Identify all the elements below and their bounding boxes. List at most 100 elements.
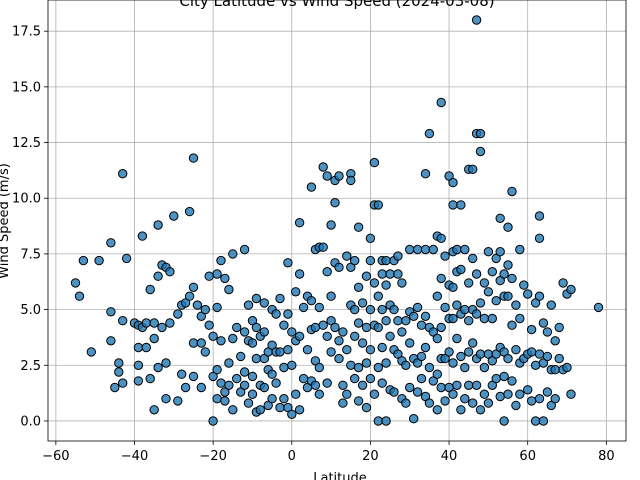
data-point: [106, 336, 116, 346]
data-point: [550, 365, 560, 375]
data-point: [428, 244, 438, 255]
data-point: [247, 338, 258, 348]
data-point: [271, 378, 281, 388]
data-point: [361, 402, 372, 413]
data-point: [74, 291, 85, 301]
y-tick-label: 17.5: [12, 25, 41, 40]
data-point: [294, 405, 305, 415]
y-axis-ticks: 0.0 2.5 5.0 7.5 10.0 12.5 15.0 17.5: [12, 25, 48, 429]
data-point: [526, 347, 537, 357]
data-point: [118, 378, 128, 388]
data-point: [464, 316, 474, 326]
data-point: [153, 220, 163, 230]
data-point: [322, 331, 332, 341]
data-point: [412, 244, 423, 255]
data-point: [247, 371, 258, 382]
data-point: [456, 405, 466, 415]
data-point: [188, 282, 199, 292]
data-point: [196, 338, 207, 348]
data-point: [133, 376, 144, 386]
data-point: [479, 389, 490, 399]
data-point: [475, 146, 486, 157]
data-point: [448, 200, 458, 210]
data-point: [405, 382, 415, 393]
data-point: [212, 365, 222, 375]
data-point: [208, 416, 218, 426]
data-point: [180, 382, 191, 393]
data-point: [346, 175, 356, 186]
data-point: [440, 396, 450, 406]
data-point: [424, 128, 435, 139]
data-point: [220, 273, 230, 284]
data-point: [353, 222, 364, 232]
data-point: [361, 322, 372, 333]
data-point: [192, 300, 203, 310]
data-point: [106, 307, 116, 317]
data-point: [401, 398, 411, 408]
data-point: [353, 362, 364, 373]
data-point: [365, 304, 376, 315]
data-point: [216, 255, 226, 266]
data-point: [503, 260, 513, 270]
data-point: [346, 360, 356, 370]
data-point: [291, 389, 301, 399]
data-point: [503, 222, 513, 232]
data-point: [287, 327, 297, 337]
data-point: [220, 387, 230, 397]
data-point: [267, 369, 277, 379]
data-point: [224, 284, 234, 295]
data-point: [452, 333, 462, 344]
data-point: [204, 271, 214, 281]
data-point: [259, 382, 269, 393]
data-point: [106, 238, 116, 248]
data-point: [184, 291, 195, 301]
data-point: [373, 416, 383, 426]
data-point: [350, 255, 360, 266]
data-point: [515, 313, 525, 324]
data-point: [247, 389, 258, 399]
data-point: [306, 182, 317, 192]
data-point: [507, 186, 517, 197]
data-point: [456, 264, 466, 275]
data-point: [118, 316, 128, 326]
data-point: [530, 360, 541, 370]
data-point: [298, 302, 309, 313]
data-point: [365, 373, 376, 384]
data-point: [475, 349, 486, 359]
data-point: [420, 311, 431, 321]
data-point: [381, 255, 391, 266]
data-point: [153, 362, 163, 373]
plot-frame: [47, 0, 627, 442]
data-point: [530, 416, 541, 426]
data-point: [334, 262, 344, 272]
data-point: [243, 398, 254, 408]
data-point: [369, 389, 380, 399]
data-point: [294, 331, 305, 341]
data-point: [118, 169, 128, 179]
data-point: [291, 287, 301, 297]
data-point: [503, 353, 513, 364]
data-point: [519, 280, 529, 290]
data-point: [212, 302, 222, 313]
data-point: [471, 15, 482, 25]
data-point: [275, 347, 285, 357]
data-point: [377, 269, 387, 279]
data-point: [350, 331, 360, 341]
data-point: [503, 291, 513, 301]
data-point: [448, 177, 458, 188]
data-point: [436, 382, 446, 393]
data-point: [353, 396, 364, 406]
x-tick-label: 20: [362, 449, 379, 464]
data-point: [165, 267, 175, 277]
data-point: [322, 171, 332, 181]
data-point: [507, 376, 517, 386]
data-point: [70, 278, 81, 288]
data-point: [228, 333, 238, 344]
data-point: [251, 353, 262, 364]
data-point: [487, 267, 497, 277]
y-tick-label: 15.0: [12, 80, 41, 95]
data-point: [428, 376, 438, 386]
data-point: [239, 380, 250, 390]
data-point: [283, 309, 293, 319]
data-point: [409, 414, 419, 424]
